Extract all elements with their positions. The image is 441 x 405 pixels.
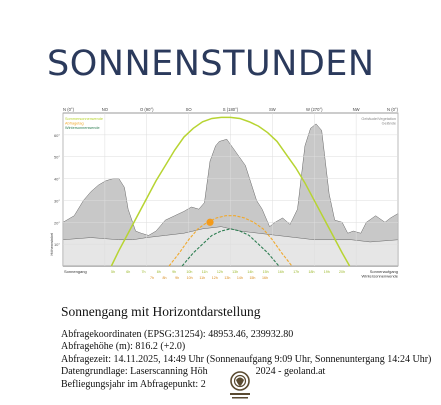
series-today-line xyxy=(168,215,293,267)
page-headline: SONNENSTUNDEN xyxy=(47,44,375,84)
hour-label-today-4: 11h xyxy=(199,276,205,280)
top-axis-label-8: N (0°) xyxy=(387,107,399,112)
hour-label-summer-8: 13h xyxy=(232,270,238,274)
y-axis-label: Höhenwinkel xyxy=(49,233,54,256)
top-axis-label-5: SW xyxy=(269,107,276,112)
hour-label-summer-6: 11h xyxy=(202,270,208,274)
top-axis-label-3: SO xyxy=(186,107,193,112)
hour-label-summer-13: 18h xyxy=(308,270,314,274)
top-axis-label-0: N (0°) xyxy=(63,107,75,112)
hour-label-today-0: 7h xyxy=(150,276,154,280)
top-axis-label-2: O (90°) xyxy=(140,107,154,112)
hour-label-today-6: 13h xyxy=(224,276,230,280)
hour-label-summer-15: 20h xyxy=(339,270,345,274)
caption-height: Abfragehöhe (m): 816.2 (+2.0) xyxy=(61,341,186,353)
hour-label-today-8: 15h xyxy=(249,276,255,280)
hour-label-summer-11: 16h xyxy=(278,270,284,274)
legend-left-1: Abfragetag xyxy=(65,122,84,126)
hour-label-summer-9: 14h xyxy=(247,270,253,274)
hour-label-today-1: 8h xyxy=(163,276,167,280)
y-tick-label-50: 50° xyxy=(54,155,60,160)
bottom-right-label-0: Sonnenaufgang xyxy=(370,269,398,274)
caption-flight-year: Befliegungsjahr im Abfragepunkt: 2 xyxy=(61,378,206,390)
hour-label-today-2: 9h xyxy=(175,276,179,280)
y-tick-label-30: 30° xyxy=(54,198,60,203)
sun-marker xyxy=(206,218,214,226)
hour-label-today-5: 12h xyxy=(212,276,218,280)
top-axis-label-1: NO xyxy=(102,107,109,112)
bottom-right-label-1: Wintersonnenwende xyxy=(362,274,399,279)
caption-coordinates: Abfragekoordinaten (EPSG:31254): 48953.4… xyxy=(61,329,294,340)
hour-label-summer-5: 10h xyxy=(186,270,192,274)
caption-data-source-year: 2024 - geoland.at xyxy=(255,366,326,378)
hour-label-summer-1: 6h xyxy=(126,270,130,274)
legend-left-0: Sommersonnenwende xyxy=(65,117,103,121)
hour-label-summer-4: 9h xyxy=(172,270,176,274)
hour-label-summer-3: 8h xyxy=(157,270,161,274)
top-axis-label-7: NW xyxy=(353,107,360,112)
caption-data-source-text: Datengrundlage: Laserscanning Höh xyxy=(61,366,208,378)
caption-data-source: Datengrundlage: Laserscanning Höh 2024 - … xyxy=(61,366,431,378)
hour-label-today-9: 16h xyxy=(262,276,268,280)
y-tick-label-40: 40° xyxy=(54,177,60,182)
y-tick-label-10: 10° xyxy=(54,242,60,247)
legend-right-1: Gelände xyxy=(382,122,396,126)
lion-seal-icon xyxy=(227,369,253,400)
series-summer-line xyxy=(110,116,351,267)
caption-block: Sonnengang mit Horizontdarstellung Abfra… xyxy=(61,304,431,391)
hour-label-summer-0: 5h xyxy=(111,270,115,274)
hour-label-today-3: 10h xyxy=(187,276,193,280)
top-axis-label-6: W (270°) xyxy=(306,107,323,112)
caption-time: Abfragezeit: 14.11.2025, 14:49 Uhr (Sonn… xyxy=(61,353,432,365)
hour-label-today-7: 14h xyxy=(237,276,243,280)
hour-label-summer-14: 19h xyxy=(324,270,330,274)
legend-left-2: Wintersonnenwende xyxy=(65,126,100,130)
legend-right-0: Gebäude/Vegetation xyxy=(361,117,396,121)
top-axis-label-4: S (180°) xyxy=(223,107,239,112)
hour-label-summer-2: 7h xyxy=(142,270,146,274)
bottom-left-label: Sonnengang xyxy=(64,269,87,274)
y-tick-label-60: 60° xyxy=(54,133,60,138)
y-tick-label-20: 20° xyxy=(54,220,60,225)
caption-title: Sonnengang mit Horizontdarstellung xyxy=(61,304,261,319)
hour-label-summer-7: 12h xyxy=(217,270,223,274)
hour-label-summer-12: 17h xyxy=(293,270,299,274)
hour-label-summer-10: 15h xyxy=(263,270,269,274)
series-winter-line xyxy=(181,228,280,267)
